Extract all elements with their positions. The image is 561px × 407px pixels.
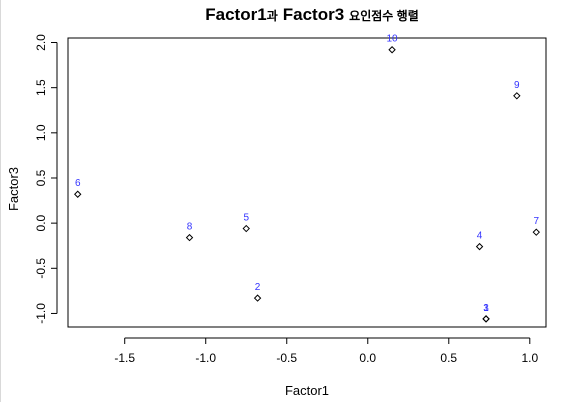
x-tick-label: -0.5 bbox=[276, 351, 297, 365]
y-tick-label: 0.0 bbox=[34, 214, 48, 231]
data-label-10: 10 bbox=[387, 34, 399, 45]
data-point-10 bbox=[388, 46, 396, 54]
data-label-2: 2 bbox=[255, 282, 261, 293]
plot-frame bbox=[67, 37, 547, 328]
y-axis: -1.0 -0.5 0.0 0.5 1.0 1.5 2.0 bbox=[34, 34, 58, 324]
data-label-3: 3 bbox=[483, 303, 489, 314]
y-tick-label: -1.0 bbox=[34, 303, 48, 324]
data-point-2 bbox=[253, 294, 262, 302]
y-axis-label: Factor3 bbox=[6, 167, 21, 211]
x-tick-label: -1.5 bbox=[114, 351, 135, 365]
x-tick-label: 1.0 bbox=[521, 351, 538, 365]
data-point-1 bbox=[482, 315, 490, 323]
data-point-7 bbox=[532, 228, 540, 236]
data-label-5: 5 bbox=[243, 213, 249, 224]
data-point-4 bbox=[475, 242, 484, 251]
chart-title: Factor1과 Factor3 요인점수 행렬 bbox=[205, 5, 418, 24]
y-tick-label: 1.5 bbox=[34, 79, 48, 96]
x-tick-label: -1.0 bbox=[195, 351, 216, 365]
x-axis: -1.5 -1.0 -0.5 0.0 0.5 1.0 bbox=[114, 337, 538, 365]
points-layer bbox=[74, 46, 540, 323]
data-point-9 bbox=[513, 92, 521, 100]
title-part-description: 요인점수 행렬 bbox=[349, 8, 419, 23]
data-label-7: 7 bbox=[533, 216, 539, 227]
y-tick-label: 0.5 bbox=[34, 169, 48, 186]
title-part-factor1: Factor1 bbox=[205, 5, 266, 24]
data-label-1: 1 bbox=[483, 303, 489, 314]
x-tick-label: 0.0 bbox=[359, 351, 376, 365]
y-tick-label: -0.5 bbox=[34, 258, 48, 279]
data-label-4: 4 bbox=[477, 231, 483, 242]
x-tick-label: 0.5 bbox=[440, 351, 457, 365]
data-point-6 bbox=[74, 190, 82, 198]
y-tick-label: 1.0 bbox=[34, 124, 48, 141]
data-point-8 bbox=[185, 233, 194, 242]
x-axis-label: Factor1 bbox=[285, 383, 329, 398]
point-labels-layer: 6 8 5 2 10 4 13 9 7 bbox=[75, 34, 540, 314]
data-label-9: 9 bbox=[514, 80, 520, 91]
left-border bbox=[0, 0, 1, 402]
data-label-6: 6 bbox=[75, 178, 81, 189]
title-part-factor3: Factor3 bbox=[283, 5, 344, 24]
data-point-3 bbox=[482, 315, 490, 323]
y-tick-label: 2.0 bbox=[34, 34, 48, 51]
data-point-5 bbox=[242, 224, 250, 233]
data-label-8: 8 bbox=[187, 222, 193, 233]
title-part-connector: 과 bbox=[267, 8, 278, 23]
